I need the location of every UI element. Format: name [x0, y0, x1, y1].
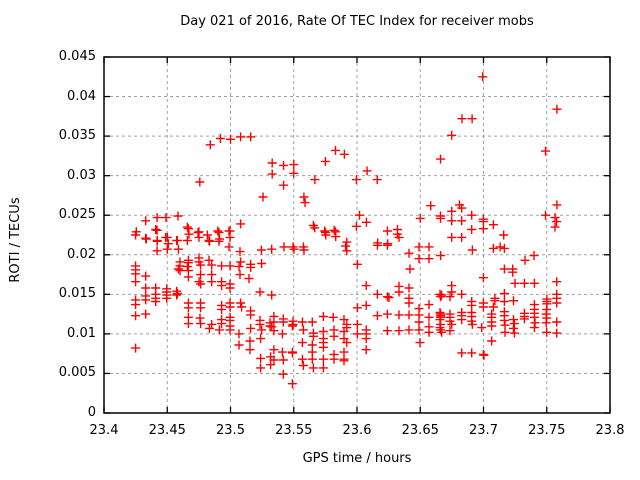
x-tick-label: 23.8: [595, 423, 625, 438]
y-tick-label: 0.015: [58, 286, 96, 302]
y-axis-label: ROTI / TECUs: [8, 197, 23, 283]
x-tick-label: 23.55: [275, 423, 313, 438]
x-tick-label: 23.5: [216, 423, 245, 438]
chart-title: Day 021 of 2016, Rate Of TEC Index for r…: [180, 14, 534, 29]
x-tick-label: 23.45: [148, 423, 186, 438]
x-tick-label: 23.7: [469, 423, 498, 438]
x-tick-label: 23.6: [342, 423, 372, 438]
x-tick-label: 23.4: [89, 423, 119, 438]
x-tick-label: 23.75: [528, 423, 566, 438]
y-tick-label: 0.01: [67, 325, 96, 341]
plot-border: [103, 56, 611, 414]
x-axis-label: GPS time / hours: [302, 451, 412, 466]
y-tick-label: 0.02: [67, 246, 96, 262]
x-tick-label: 23.65: [401, 423, 439, 438]
scatter-points: [131, 72, 562, 389]
y-tick-label: 0.03: [67, 167, 96, 183]
y-tick-label: 0.04: [67, 88, 96, 104]
y-tick-label: 0: [87, 405, 96, 420]
y-tick-label: 0.005: [58, 365, 96, 381]
y-tick-label: 0.035: [58, 128, 96, 144]
y-tick-label: 0.025: [58, 207, 96, 223]
y-tick-label: 0.045: [58, 49, 96, 64]
